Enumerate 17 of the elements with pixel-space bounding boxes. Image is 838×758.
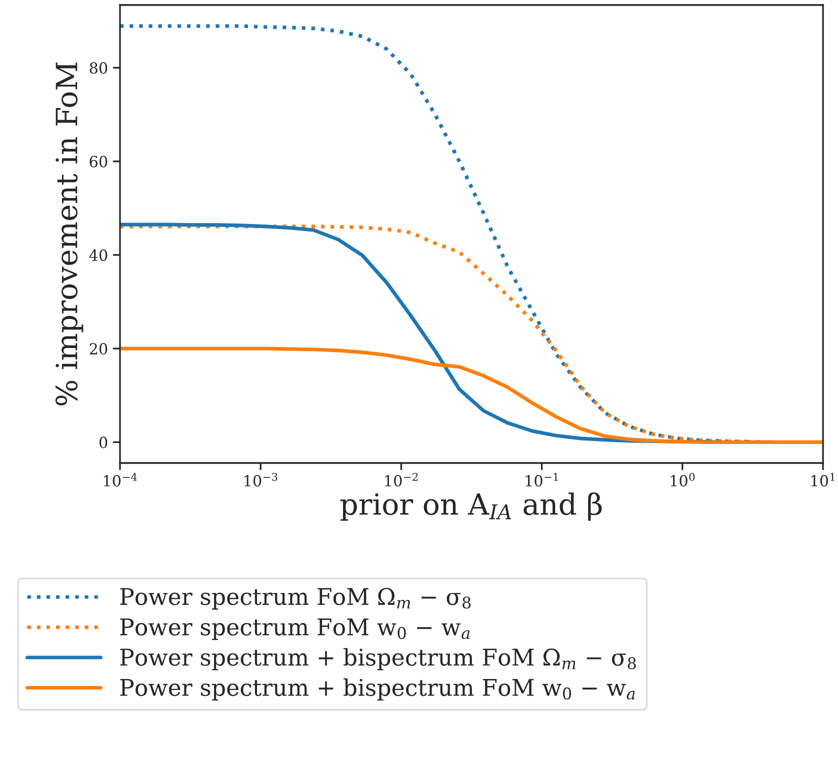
- y-tick-label: 40: [89, 249, 108, 261]
- x-tick-label: 10$^{0}$: [670, 472, 695, 487]
- x-tick-label: 10$^{−1}$: [526, 472, 558, 487]
- legend-label: Power spectrum + bispectrum FoM Ω$_{m}$ − σ$_{8}$: [120, 648, 636, 670]
- legend-label: Power spectrum + bispectrum FoM w$_{0}$ − w$_{a}$: [120, 678, 635, 701]
- y-tick-label: 60: [90, 156, 108, 168]
- x-tick-label: 10$^{−3}$: [244, 472, 278, 487]
- y-tick-label: 0: [99, 436, 108, 448]
- y-tick-label: 20: [90, 343, 108, 355]
- x-tick-label: 10$^{1}$: [811, 472, 834, 487]
- x-axis-title: prior on A$_{IA}$ and β: [340, 492, 602, 521]
- y-axis-title: % improvement in FoM: [55, 62, 84, 406]
- legend-label: Power spectrum FoM Ω$_{m}$ − σ$_{8}$: [120, 588, 471, 610]
- y-tick-label: 80: [90, 62, 108, 74]
- x-tick-label: 10$^{−4}$: [104, 472, 137, 487]
- legend-label: Power spectrum FoM w$_{0}$ − w$_{a}$: [120, 618, 470, 640]
- x-tick-label: 10$^{−2}$: [385, 472, 418, 487]
